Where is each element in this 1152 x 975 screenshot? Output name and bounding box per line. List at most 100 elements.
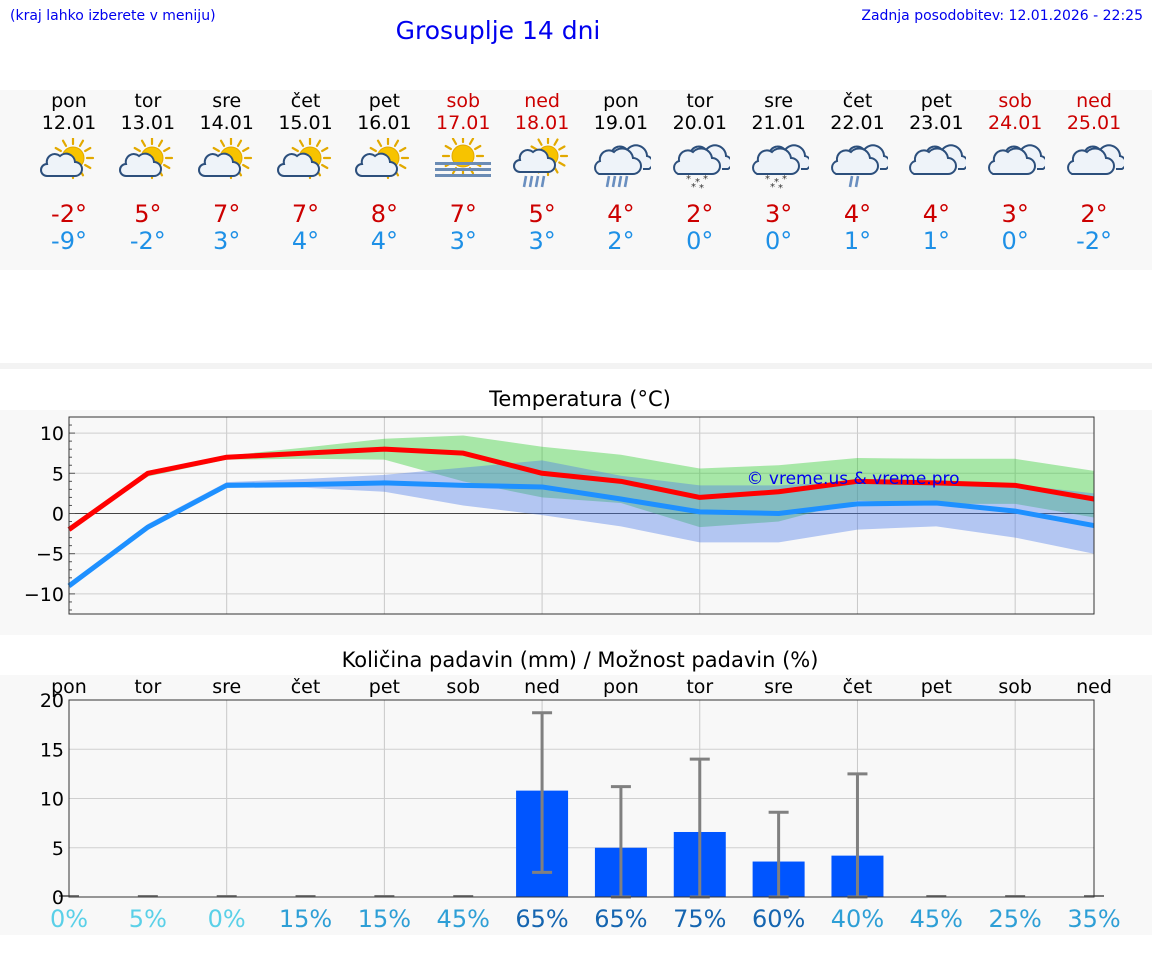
day-forecast: sob 24.01 3° 0° [976, 90, 1054, 255]
day-forecast: pon 19.01 4° 2° [582, 90, 660, 255]
y-tick-label: 0 [52, 503, 64, 525]
error-whisker [532, 711, 553, 874]
partly-sunny-icon [40, 138, 95, 180]
day-date: 22.01 [830, 112, 885, 134]
precipitation-probability: 15% [279, 905, 332, 933]
fog-line [435, 168, 492, 171]
svg-text:*: * [770, 182, 775, 192]
svg-text:*: * [765, 174, 770, 185]
precipitation-probability: 45% [910, 905, 963, 933]
temp-max: 7° [291, 200, 320, 228]
day-name: ned [1076, 90, 1112, 112]
temp-min: 4° [291, 227, 320, 255]
location-hint[interactable]: (kraj lahko izberete v meniju) [10, 8, 216, 24]
precipitation-chart: 20 15 10 5 0 pon tor sre čet pet sob ned pon tor sre če… [0, 675, 1152, 935]
svg-text:*: * [699, 183, 704, 192]
day-forecast: sre 21.01 * * * * * 3° 0° [740, 90, 818, 255]
category-label: sob [998, 676, 1032, 698]
precipitation-probability: 40% [831, 905, 884, 933]
category-label: tor [134, 676, 161, 698]
temp-min: -9° [51, 227, 87, 255]
cloud-rain-icon [594, 144, 651, 188]
temp-min: 2° [607, 227, 635, 255]
precipitation-chart-title: Količina padavin (mm) / Možnost padavin … [341, 648, 819, 672]
cloud-shape [276, 152, 320, 177]
y-tick-label: 15 [40, 739, 64, 761]
y-tick-label: 0 [52, 887, 64, 909]
section-divider [0, 363, 1152, 369]
precipitation-chart-bg [0, 675, 1152, 935]
y-tick-label: 10 [40, 789, 64, 811]
temperature-chart: 10 5 0 −5 −10 © vreme.us & vreme.pro [0, 410, 1152, 635]
category-label: čet [291, 676, 321, 698]
category-label: sob [446, 676, 480, 698]
temperature-plot-frame [68, 416, 1095, 615]
precipitation-probability: 15% [358, 905, 411, 933]
max-temp-range-band [69, 435, 1094, 530]
cloud-shape [672, 144, 730, 175]
temp-min: -2° [1076, 227, 1113, 255]
rain-drops [848, 175, 859, 188]
category-label: ned [1076, 676, 1112, 698]
day-name: sob [446, 90, 481, 112]
precipitation-probability: 35% [1067, 905, 1120, 933]
temp-min: -2° [129, 227, 166, 255]
precipitation-probability: 5% [129, 905, 167, 933]
precipitation-probability: 65% [594, 905, 647, 933]
cloud-shape [513, 148, 557, 173]
category-label: tor [686, 676, 713, 698]
category-label: sre [764, 676, 793, 698]
page-title: Grosuplje 14 dni [395, 16, 601, 45]
day-date: 21.01 [751, 112, 806, 134]
day-date: 16.01 [357, 112, 412, 134]
temp-min: 1° [922, 227, 950, 255]
category-label: sre [212, 676, 241, 698]
precipitation-probability: 25% [988, 905, 1041, 933]
day-name: pon [51, 90, 87, 112]
temp-min: 3° [449, 227, 477, 255]
fog-line [435, 162, 492, 165]
svg-text:*: * [782, 174, 787, 185]
day-date: 19.01 [593, 112, 649, 134]
day-forecast: pon 12.01 -2° -9° [30, 90, 108, 255]
snow-flakes: * * ** * [686, 174, 708, 192]
sun-cloud-rain-icon [513, 138, 569, 188]
temp-max: 2° [686, 200, 714, 228]
temp-max: -2° [51, 200, 87, 228]
temp-max: 7° [449, 200, 477, 228]
day-name: tor [686, 90, 714, 112]
cloud-shape [1067, 144, 1125, 175]
temp-min: 1° [843, 227, 872, 255]
day-forecast: čet 15.01 7° 4° [267, 90, 345, 255]
svg-text:*: * [778, 183, 783, 192]
cloudy-icon [1067, 144, 1125, 175]
svg-text:*: * [703, 174, 708, 185]
temp-max: 5° [528, 200, 556, 228]
temperature-chart-title: Temperatura (°C) [489, 387, 671, 411]
cloud-shape [594, 144, 651, 175]
rain-drops [605, 175, 629, 188]
day-name: čet [842, 90, 873, 112]
temp-max: 5° [134, 200, 162, 228]
day-name: pet [368, 90, 400, 112]
cloud-shape [988, 144, 1046, 175]
cloud-shape [830, 144, 888, 175]
day-date: 12.01 [41, 112, 97, 134]
day-date: 23.01 [909, 112, 964, 134]
temp-min: 0° [765, 227, 793, 255]
daily-forecast-strip: pon 12.01 -2° -9° tor 13.01 5° -2° sre 14.01 7° 3° č… [0, 90, 1152, 270]
category-label: pon [51, 676, 87, 698]
precipitation-probability: 75% [673, 905, 726, 933]
precipitation-probability: 45% [437, 905, 490, 933]
category-label: ned [524, 676, 560, 698]
day-forecast: pet 16.01 8° 4° [345, 90, 423, 255]
day-name: pet [920, 90, 952, 112]
day-name: čet [290, 90, 321, 112]
cloud-shape [197, 152, 241, 177]
day-date: 20.01 [672, 112, 727, 134]
y-tick-label: −10 [24, 584, 64, 606]
partly-sunny-icon [197, 138, 252, 180]
y-tick-label: 20 [40, 690, 64, 712]
svg-text:*: * [774, 177, 779, 188]
precipitation-probability: 0% [208, 905, 246, 933]
